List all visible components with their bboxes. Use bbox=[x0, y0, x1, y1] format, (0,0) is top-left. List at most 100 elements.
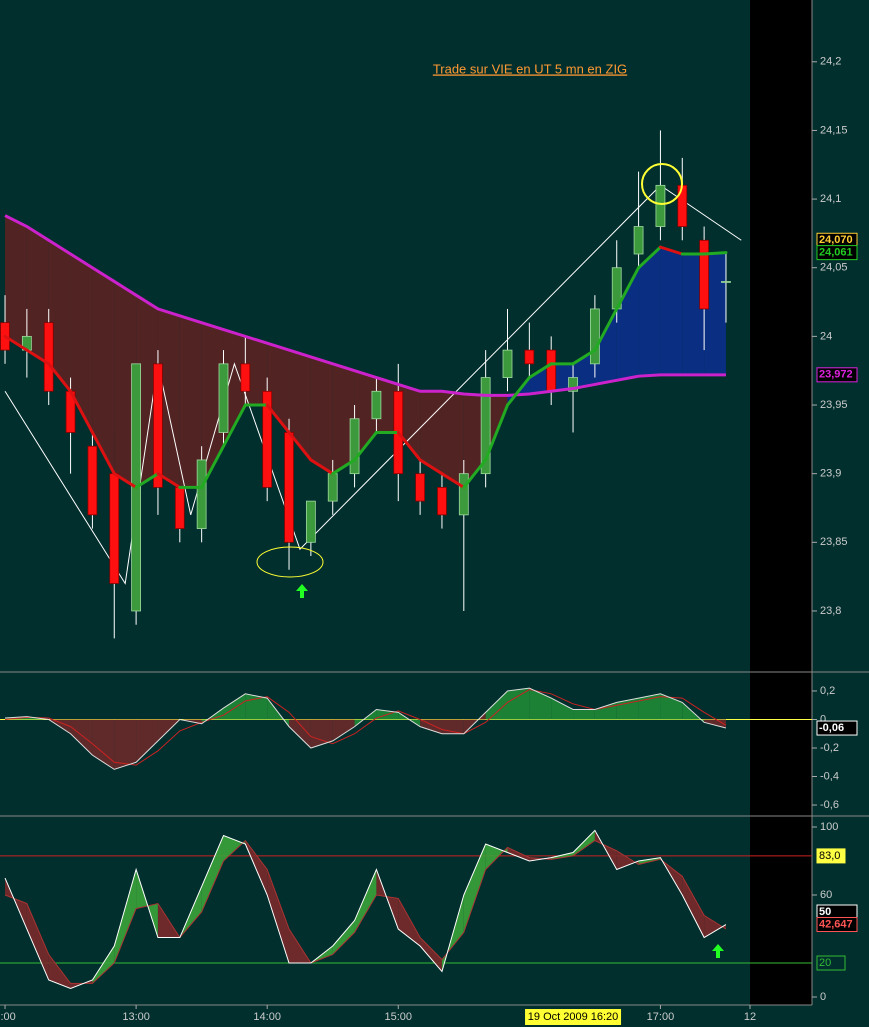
fill-band bbox=[114, 869, 137, 964]
candle-body bbox=[87, 445, 98, 516]
fill-band bbox=[310, 719, 333, 748]
x-tick-label: 17:00 bbox=[647, 1011, 675, 1023]
y-tick-label: 24,2 bbox=[820, 56, 841, 68]
candle-body bbox=[699, 239, 710, 310]
fill-band bbox=[92, 719, 115, 770]
fill-band bbox=[179, 315, 202, 488]
main-line bbox=[4, 687, 727, 770]
y-tick-label: 23,95 bbox=[820, 399, 848, 411]
fill-band bbox=[354, 869, 377, 933]
candle-body bbox=[305, 500, 316, 543]
fill-band bbox=[201, 835, 224, 913]
fast-ma bbox=[462, 458, 488, 489]
fill-band bbox=[616, 850, 639, 870]
candle-body bbox=[480, 377, 491, 475]
fill-band bbox=[507, 688, 530, 720]
level-box bbox=[816, 955, 846, 971]
fast-ma bbox=[593, 307, 619, 352]
fill-band bbox=[70, 253, 93, 433]
fast-ma bbox=[134, 472, 160, 489]
y-tick-label: 23,85 bbox=[820, 536, 848, 548]
fill-band bbox=[26, 903, 49, 981]
fast-ma bbox=[331, 458, 357, 476]
zigzag-line bbox=[4, 184, 742, 585]
fill-band bbox=[376, 377, 399, 433]
value-marker-label: 50 bbox=[819, 906, 831, 918]
x-tick-label: 2:00 bbox=[0, 1011, 16, 1023]
fast-ma bbox=[353, 430, 378, 462]
y-tick-label: 0,2 bbox=[820, 685, 835, 697]
buy-arrow bbox=[296, 584, 308, 598]
slow-ma bbox=[4, 214, 726, 397]
right-margin bbox=[750, 0, 812, 1005]
candle-body bbox=[655, 184, 666, 227]
value-marker-box bbox=[816, 917, 858, 933]
fill-band bbox=[463, 394, 486, 488]
fast-ma bbox=[527, 362, 553, 380]
y-tick-label: 24 bbox=[820, 330, 832, 342]
fill-band bbox=[463, 844, 486, 933]
candle-body bbox=[546, 349, 557, 392]
y-tick-label: 100 bbox=[820, 821, 838, 833]
fast-ma bbox=[506, 376, 531, 407]
buy-arrow bbox=[712, 944, 724, 958]
signal-line bbox=[4, 839, 727, 984]
fill-band bbox=[573, 350, 595, 389]
fill-band bbox=[420, 719, 442, 734]
fill-band bbox=[638, 247, 661, 377]
fast-ma bbox=[484, 403, 510, 462]
fill-band bbox=[682, 253, 705, 375]
y-tick-label: -0,4 bbox=[820, 770, 839, 782]
fill-band bbox=[223, 693, 246, 720]
y-tick-label: -0,6 bbox=[820, 799, 839, 811]
fill-band bbox=[616, 698, 639, 720]
y-tick-label: 0 bbox=[820, 713, 826, 725]
fill-band bbox=[114, 719, 137, 770]
fast-ma bbox=[69, 389, 94, 434]
fast-ma bbox=[112, 472, 138, 489]
fill-band bbox=[551, 698, 574, 720]
fast-ma bbox=[658, 245, 684, 256]
value-marker-label: 24,061 bbox=[819, 247, 853, 259]
value-marker-box bbox=[816, 720, 858, 736]
fill-band bbox=[48, 240, 71, 392]
annotation-ellipse bbox=[256, 546, 324, 578]
fill-band bbox=[289, 719, 311, 748]
fill-band bbox=[529, 363, 552, 395]
fill-band bbox=[267, 869, 290, 964]
y-tick-label: 23,8 bbox=[820, 605, 841, 617]
fill-band bbox=[594, 308, 617, 385]
candle-body bbox=[240, 363, 251, 392]
fill-band bbox=[70, 719, 93, 756]
fast-ma bbox=[221, 403, 247, 448]
candle-body bbox=[262, 390, 273, 488]
annotation-circle bbox=[641, 163, 683, 205]
fast-ma bbox=[309, 458, 335, 476]
candle-body bbox=[371, 390, 382, 420]
fill-band bbox=[573, 830, 595, 856]
signal-line bbox=[4, 689, 727, 766]
fill-band bbox=[332, 363, 355, 474]
fill-band bbox=[332, 920, 355, 955]
x-tick-label: 15:00 bbox=[385, 1011, 413, 1023]
cursor-box bbox=[525, 1009, 622, 1025]
value-marker-box bbox=[816, 245, 858, 261]
level-label: 83,0 bbox=[819, 850, 840, 862]
fill-band bbox=[201, 322, 224, 488]
fill-band bbox=[136, 295, 158, 488]
candle-body bbox=[502, 349, 513, 378]
candle-body bbox=[589, 308, 600, 365]
fill-band bbox=[398, 384, 421, 460]
fill-band bbox=[573, 709, 595, 720]
fill-band bbox=[660, 693, 683, 720]
fast-ma bbox=[287, 430, 313, 462]
chart-title: Trade sur VIE en UT 5 mn en ZIG bbox=[433, 61, 627, 76]
y-tick-label: 23,9 bbox=[820, 468, 841, 480]
time-axis-band bbox=[0, 1005, 869, 1027]
fill-band bbox=[26, 226, 49, 364]
fast-ma bbox=[440, 472, 466, 489]
fast-ma bbox=[418, 458, 444, 476]
